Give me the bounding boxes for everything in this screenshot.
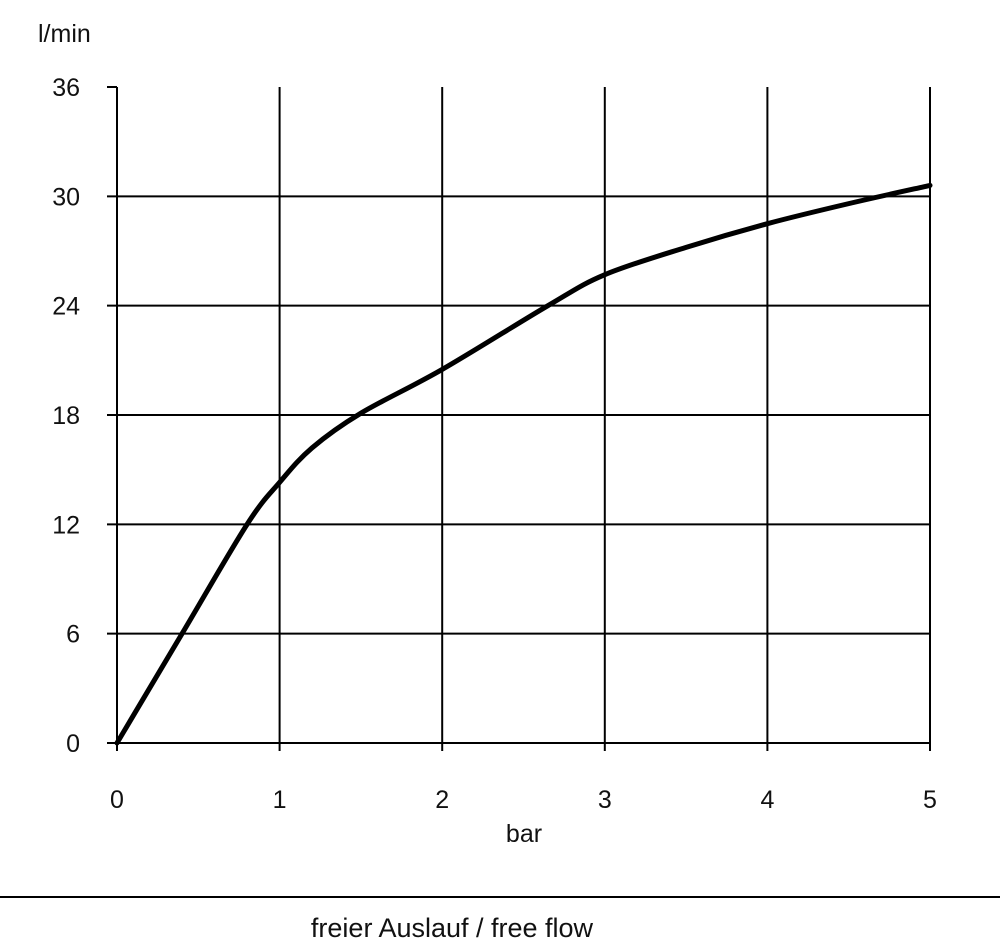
grid <box>107 86 931 751</box>
y-tick-label: 36 <box>52 74 80 102</box>
x-tick-label: 1 <box>273 786 287 814</box>
x-tick-label: 3 <box>598 786 612 814</box>
x-tick-label: 4 <box>760 786 774 814</box>
x-axis-label: bar <box>506 820 542 848</box>
y-tick-label: 6 <box>66 621 80 649</box>
y-tick-label: 18 <box>52 402 80 430</box>
x-tick-label: 2 <box>435 786 449 814</box>
x-tick-label: 5 <box>923 786 937 814</box>
y-tick-label: 30 <box>52 183 80 211</box>
flow-curve <box>114 182 933 746</box>
x-tick-label: 0 <box>110 786 124 814</box>
chart-caption: freier Auslauf / free flow <box>311 913 594 943</box>
y-tick-label: 0 <box>66 730 80 758</box>
y-tick-label: 24 <box>52 293 80 321</box>
x-tick-labels: 0 1 2 3 4 5 <box>110 786 937 814</box>
y-axis-label: l/min <box>38 20 91 48</box>
y-tick-label: 12 <box>52 511 80 539</box>
y-tick-labels: 0 6 12 18 24 30 36 <box>52 74 80 758</box>
